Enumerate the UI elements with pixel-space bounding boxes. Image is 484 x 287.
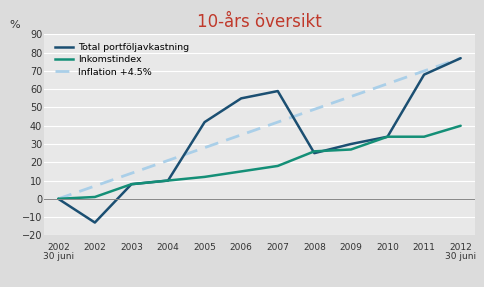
- Total portföljavkastning: [311, 152, 317, 155]
- Inkomstindex: [457, 124, 463, 127]
- Text: 2005: 2005: [193, 243, 215, 252]
- Inflation +4.5%: [457, 57, 463, 60]
- Inkomstindex: [274, 164, 280, 168]
- Inkomstindex: [311, 150, 317, 153]
- Text: 30 juni: 30 juni: [43, 252, 74, 261]
- Inkomstindex: [238, 170, 243, 173]
- Total portföljavkastning: [274, 89, 280, 93]
- Text: 30 juni: 30 juni: [444, 252, 475, 261]
- Inflation +4.5%: [128, 172, 134, 175]
- Inkomstindex: [201, 175, 207, 179]
- Total portföljavkastning: [384, 135, 390, 138]
- Text: 2012: 2012: [448, 243, 471, 252]
- Total portföljavkastning: [55, 197, 61, 201]
- Line: Inkomstindex: Inkomstindex: [58, 126, 460, 199]
- Total portföljavkastning: [92, 221, 98, 224]
- Total portföljavkastning: [457, 57, 463, 60]
- Text: 2010: 2010: [375, 243, 398, 252]
- Inflation +4.5%: [274, 120, 280, 124]
- Inflation +4.5%: [55, 197, 61, 201]
- Text: 2009: 2009: [339, 243, 362, 252]
- Text: 2002: 2002: [47, 243, 70, 252]
- Text: 2007: 2007: [266, 243, 288, 252]
- Inkomstindex: [92, 195, 98, 199]
- Text: 2006: 2006: [229, 243, 252, 252]
- Inkomstindex: [128, 183, 134, 186]
- Text: 2004: 2004: [156, 243, 179, 252]
- Inkomstindex: [384, 135, 390, 138]
- Inflation +4.5%: [238, 133, 243, 137]
- Total portföljavkastning: [238, 97, 243, 100]
- Inkomstindex: [420, 135, 426, 138]
- Inkomstindex: [348, 148, 353, 151]
- Inkomstindex: [55, 197, 61, 201]
- Total portföljavkastning: [348, 142, 353, 146]
- Inflation +4.5%: [420, 69, 426, 73]
- Text: 2003: 2003: [120, 243, 143, 252]
- Line: Total portföljavkastning: Total portföljavkastning: [58, 58, 460, 222]
- Line: Inflation +4.5%: Inflation +4.5%: [58, 58, 460, 199]
- Inflation +4.5%: [384, 82, 390, 86]
- Total portföljavkastning: [420, 73, 426, 76]
- Total portföljavkastning: [128, 183, 134, 186]
- Text: 2008: 2008: [302, 243, 325, 252]
- Inflation +4.5%: [201, 146, 207, 150]
- Total portföljavkastning: [165, 179, 170, 182]
- Inflation +4.5%: [348, 95, 353, 98]
- Inflation +4.5%: [92, 184, 98, 188]
- Inflation +4.5%: [311, 108, 317, 111]
- Inflation +4.5%: [165, 159, 170, 162]
- Text: 2002: 2002: [83, 243, 106, 252]
- Inkomstindex: [165, 179, 170, 182]
- Total portföljavkastning: [201, 120, 207, 124]
- Legend: Total portföljavkastning, Inkomstindex, Inflation +4.5%: Total portföljavkastning, Inkomstindex, …: [53, 41, 191, 79]
- Title: 10-års översikt: 10-års översikt: [197, 13, 321, 32]
- Text: %: %: [9, 20, 20, 30]
- Text: 2011: 2011: [412, 243, 435, 252]
